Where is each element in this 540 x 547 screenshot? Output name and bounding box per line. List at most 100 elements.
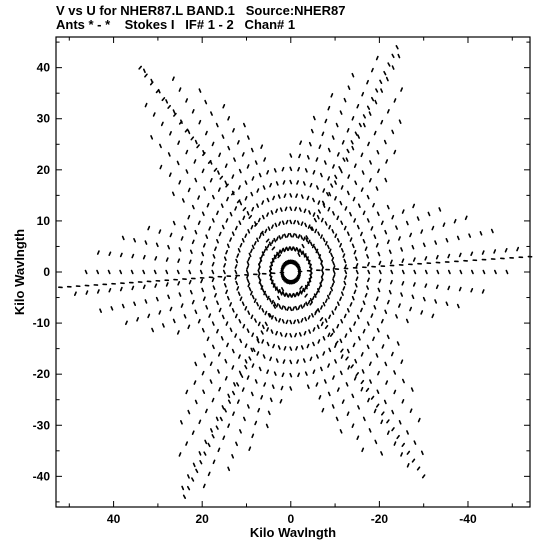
uv-point — [226, 243, 230, 249]
uv-point — [161, 323, 165, 328]
uv-point — [332, 261, 335, 266]
uv-point — [319, 257, 323, 262]
uv-point — [188, 259, 192, 265]
uv-point — [254, 318, 257, 323]
uv-point — [349, 211, 352, 217]
uv-point — [273, 284, 277, 290]
uv-point — [332, 278, 335, 283]
uv-point — [155, 89, 160, 94]
uv-point — [281, 234, 284, 239]
uv-point — [289, 319, 293, 325]
uv-point — [274, 253, 278, 258]
uv-point — [231, 308, 235, 313]
uv-point — [313, 217, 317, 223]
uv-point — [165, 269, 169, 275]
uv-point — [238, 168, 242, 174]
uv-point — [351, 243, 355, 249]
uv-point — [362, 300, 366, 306]
uv-point — [357, 336, 361, 341]
uv-point — [272, 195, 276, 201]
uv-point — [176, 330, 180, 335]
uv-point — [225, 218, 229, 223]
uv-point — [119, 286, 123, 292]
uv-point — [194, 177, 198, 183]
uv-point — [277, 345, 281, 350]
uv-point — [309, 226, 313, 231]
uv-point — [295, 193, 298, 198]
uv-point — [172, 109, 176, 114]
uv-point — [327, 363, 331, 368]
uv-point — [244, 233, 248, 238]
uv-point — [297, 252, 301, 257]
uv-point — [289, 166, 293, 172]
uv-point — [285, 292, 289, 298]
uv-point — [289, 293, 293, 298]
uv-point — [312, 341, 315, 347]
uv-point — [305, 235, 309, 240]
uv-point — [481, 289, 485, 294]
uv-point — [442, 222, 446, 227]
uv-point — [210, 111, 213, 116]
uv-point — [367, 261, 370, 267]
uv-point — [296, 220, 300, 225]
uv-point — [201, 370, 205, 376]
uv-point — [213, 167, 218, 172]
uv-point — [234, 313, 238, 319]
uv-point — [266, 369, 270, 374]
uv-point — [191, 109, 195, 114]
uv-point — [331, 310, 335, 315]
uv-point — [310, 128, 314, 134]
uv-point — [178, 180, 182, 185]
uv-point — [332, 328, 335, 333]
uv-point — [260, 395, 264, 400]
uv-point — [383, 70, 387, 76]
uv-point — [304, 254, 308, 260]
uv-point — [365, 387, 370, 392]
uv-point — [187, 324, 191, 330]
uv-point — [367, 277, 370, 283]
uv-point — [195, 468, 199, 474]
uv-point — [176, 160, 180, 166]
uv-point — [281, 305, 284, 310]
uv-point — [167, 152, 171, 157]
uv-point — [158, 310, 162, 315]
uv-point — [203, 186, 207, 191]
uv-point — [361, 447, 365, 453]
uv-point — [393, 370, 397, 375]
uv-point — [334, 306, 338, 311]
uv-point — [366, 194, 370, 200]
uv-point — [251, 332, 255, 338]
uv-point — [302, 251, 306, 257]
uv-point — [291, 293, 294, 298]
uv-point — [320, 305, 323, 310]
uv-point — [347, 365, 351, 370]
uv-point — [375, 55, 379, 61]
uv-point — [144, 299, 148, 304]
uv-point — [336, 387, 340, 392]
uv-point — [334, 196, 337, 201]
x-tick-label: -40 — [459, 512, 477, 526]
uv-point — [302, 236, 306, 241]
uv-point — [293, 261, 297, 266]
uv-point — [284, 332, 288, 338]
uv-point — [289, 232, 293, 238]
uv-point — [187, 214, 191, 220]
uv-point — [374, 99, 378, 105]
uv-point — [316, 214, 320, 220]
uv-point — [375, 353, 379, 358]
uv-point — [378, 278, 382, 284]
uv-point — [289, 306, 293, 312]
uv-point — [327, 206, 331, 212]
uv-point — [253, 298, 257, 303]
uv-point — [266, 197, 270, 203]
uv-point — [227, 399, 232, 404]
uv-point — [238, 185, 241, 190]
uv-point — [401, 269, 405, 275]
uv-point — [260, 285, 264, 290]
uv-point — [292, 246, 296, 252]
uv-point — [273, 168, 277, 173]
uv-point — [447, 269, 451, 275]
uv-point — [211, 261, 215, 267]
uv-point — [306, 384, 310, 389]
uv-point — [301, 243, 305, 249]
